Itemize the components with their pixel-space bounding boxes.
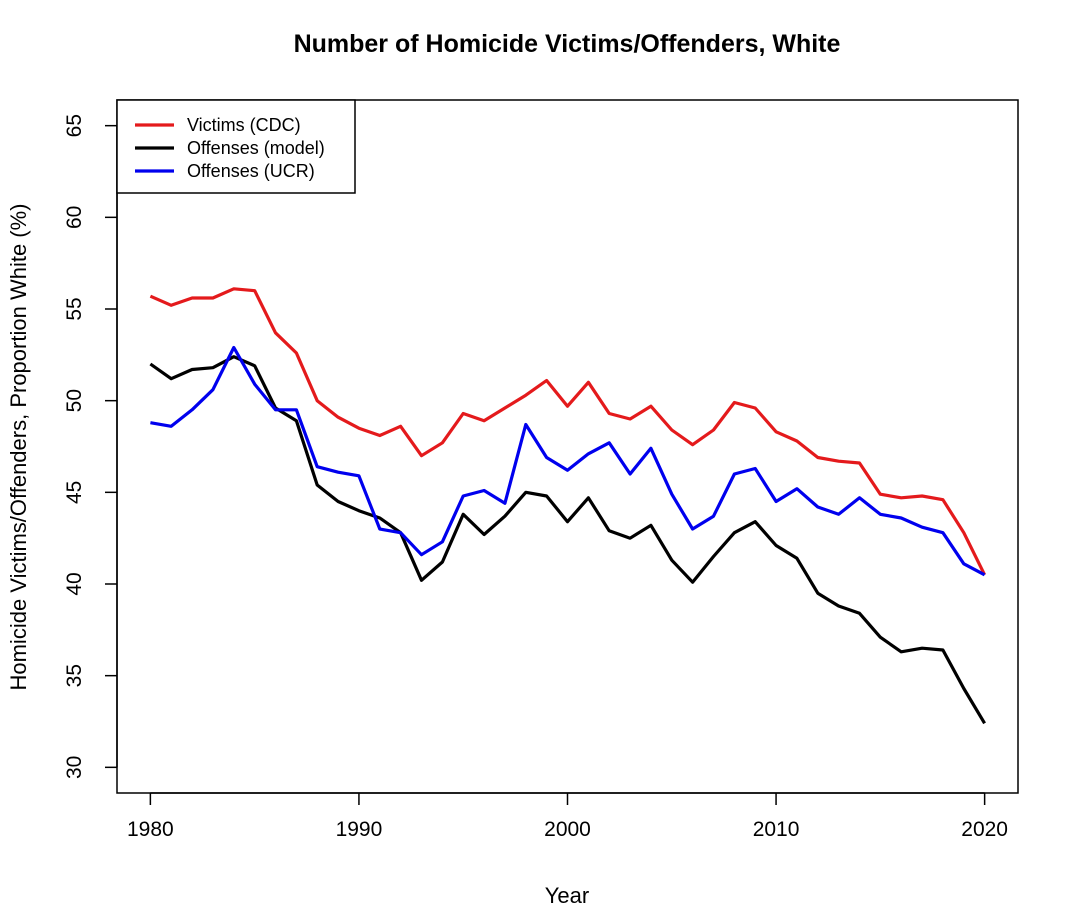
y-axis: 30 35 40 45 50 55 60 65 [63, 114, 118, 779]
y-tick-label: 60 [63, 206, 86, 229]
legend-label: Offenses (model) [187, 138, 325, 158]
plot-frame [116, 99, 1019, 794]
y-tick-label: 35 [63, 664, 86, 687]
series-line [149, 355, 986, 725]
x-axis: 1980 1990 2000 2010 2020 [127, 792, 1008, 841]
x-tick-label: 2000 [544, 818, 591, 841]
legend-label: Victims (CDC) [187, 115, 301, 135]
x-tick-label: 2020 [961, 818, 1008, 841]
series-line [150, 345, 986, 577]
y-tick-label: 55 [63, 297, 86, 320]
y-tick-label: 30 [63, 756, 86, 779]
x-tick-label: 2010 [753, 818, 800, 841]
x-tick-label: 1990 [336, 818, 383, 841]
y-tick-label: 40 [63, 572, 86, 595]
chart-title: Number of Homicide Victims/Offenders, Wh… [294, 30, 841, 58]
y-tick-label: 65 [63, 114, 86, 137]
series-line [149, 287, 987, 576]
legend: Victims (CDC) Offenses (model) Offenses (U… [116, 99, 356, 194]
y-tick-label: 50 [63, 389, 86, 412]
x-axis-title: Year [545, 883, 589, 908]
y-axis-title: Homicide Victims/Offenders, Proportion W… [6, 203, 31, 690]
x-tick-label: 1980 [127, 818, 174, 841]
series-lines [149, 287, 987, 725]
y-tick-label: 45 [63, 481, 86, 504]
legend-label: Offenses (UCR) [187, 161, 315, 181]
